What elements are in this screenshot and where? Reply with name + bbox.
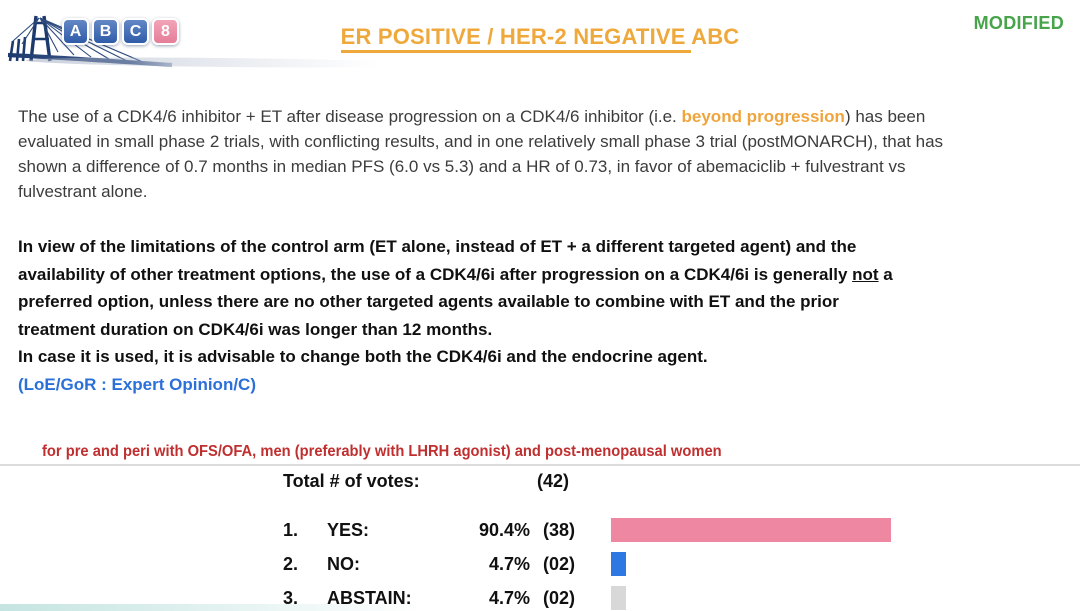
vote-bar-track <box>611 518 921 542</box>
vote-row-count: (38) <box>543 519 576 540</box>
body-line: fulvestrant alone. <box>18 182 148 201</box>
divider-line <box>0 464 1080 466</box>
vote-bar <box>611 518 892 542</box>
abc-logo: A B C 8 <box>6 6 436 76</box>
modified-badge: MODIFIED <box>973 13 1064 33</box>
body-line: preferred option, unless there are no ot… <box>18 292 839 311</box>
vote-row-label: YES: <box>327 519 370 540</box>
vote-row-number: 3. <box>283 587 299 608</box>
table-row: 3. ABSTAIN: 4.7% (02) <box>283 586 921 610</box>
title-underlined-part: ER POSITIVE / HER-2 NEGATIVE <box>340 24 692 53</box>
vote-row-label: ABSTAIN: <box>327 587 412 608</box>
table-row: 1. YES: 90.4% (38) <box>283 518 921 542</box>
body-line: The use of a CDK4/6 inhibitor + ET after… <box>18 104 1068 129</box>
votes-total-label: Total # of votes: <box>283 471 420 491</box>
vote-row-count: (02) <box>543 553 576 574</box>
logo-letter-box-8: 8 <box>152 18 179 45</box>
paragraph-recommendation: In view of the limitations of the contro… <box>18 233 1068 398</box>
vote-row-count: (02) <box>543 587 576 608</box>
scope-note: for pre and peri with OFS/OFA, men (pref… <box>42 443 722 460</box>
logo-letter-box-a: A <box>62 18 89 45</box>
highlight-beyond-progression: beyond progression <box>681 107 845 126</box>
title-rest: ABC <box>691 24 740 49</box>
body-line: In case it is used, it is advisable to c… <box>18 347 708 366</box>
table-row: 2. NO: 4.7% (02) <box>283 552 921 576</box>
vote-row-number: 1. <box>283 519 299 540</box>
underline-not: not <box>852 264 879 284</box>
body-line: In view of the limitations of the contro… <box>18 237 857 256</box>
bottom-accent-strip <box>0 604 460 611</box>
logo-letter-box-b: B <box>92 18 119 45</box>
vote-row-label: NO: <box>327 553 360 574</box>
vote-bar-track <box>611 552 921 576</box>
vote-row-percent: 90.4% <box>478 519 530 540</box>
vote-row-number: 2. <box>283 553 299 574</box>
vote-row-percent: 4.7% <box>488 553 530 574</box>
body-text: ) has been <box>844 107 926 126</box>
vote-bar-track <box>611 586 921 610</box>
body-line: treatment duration on CDK4/6i was longer… <box>18 319 493 339</box>
vote-bar <box>611 586 626 610</box>
logo-letters: A B C 8 <box>62 18 179 45</box>
body-text: availability of other treatment options,… <box>18 264 853 284</box>
votes-total-count: (42) <box>537 471 570 491</box>
loe-gor-note: (LoE/GoR : Expert Opinion/C) <box>18 374 256 394</box>
body-line: shown a difference of 0.7 months in medi… <box>18 157 906 176</box>
body-text: a <box>878 264 893 284</box>
paragraph-intro: The use of a CDK4/6 inhibitor + ET after… <box>18 104 1068 204</box>
logo-letter-box-c: C <box>122 18 149 45</box>
vote-row-percent: 4.7% <box>488 587 530 608</box>
body-text: The use of a CDK4/6 inhibitor + ET after… <box>18 107 682 126</box>
vote-bar <box>611 552 626 576</box>
page-title: ER POSITIVE / HER-2 NEGATIVE ABC <box>0 24 1080 53</box>
body-line: availability of other treatment options,… <box>18 261 1068 289</box>
body-line: evaluated in small phase 2 trials, with … <box>18 132 944 151</box>
vote-results: 1. YES: 90.4% (38) 2. NO: 4.7% (02) 3. A… <box>283 518 921 611</box>
